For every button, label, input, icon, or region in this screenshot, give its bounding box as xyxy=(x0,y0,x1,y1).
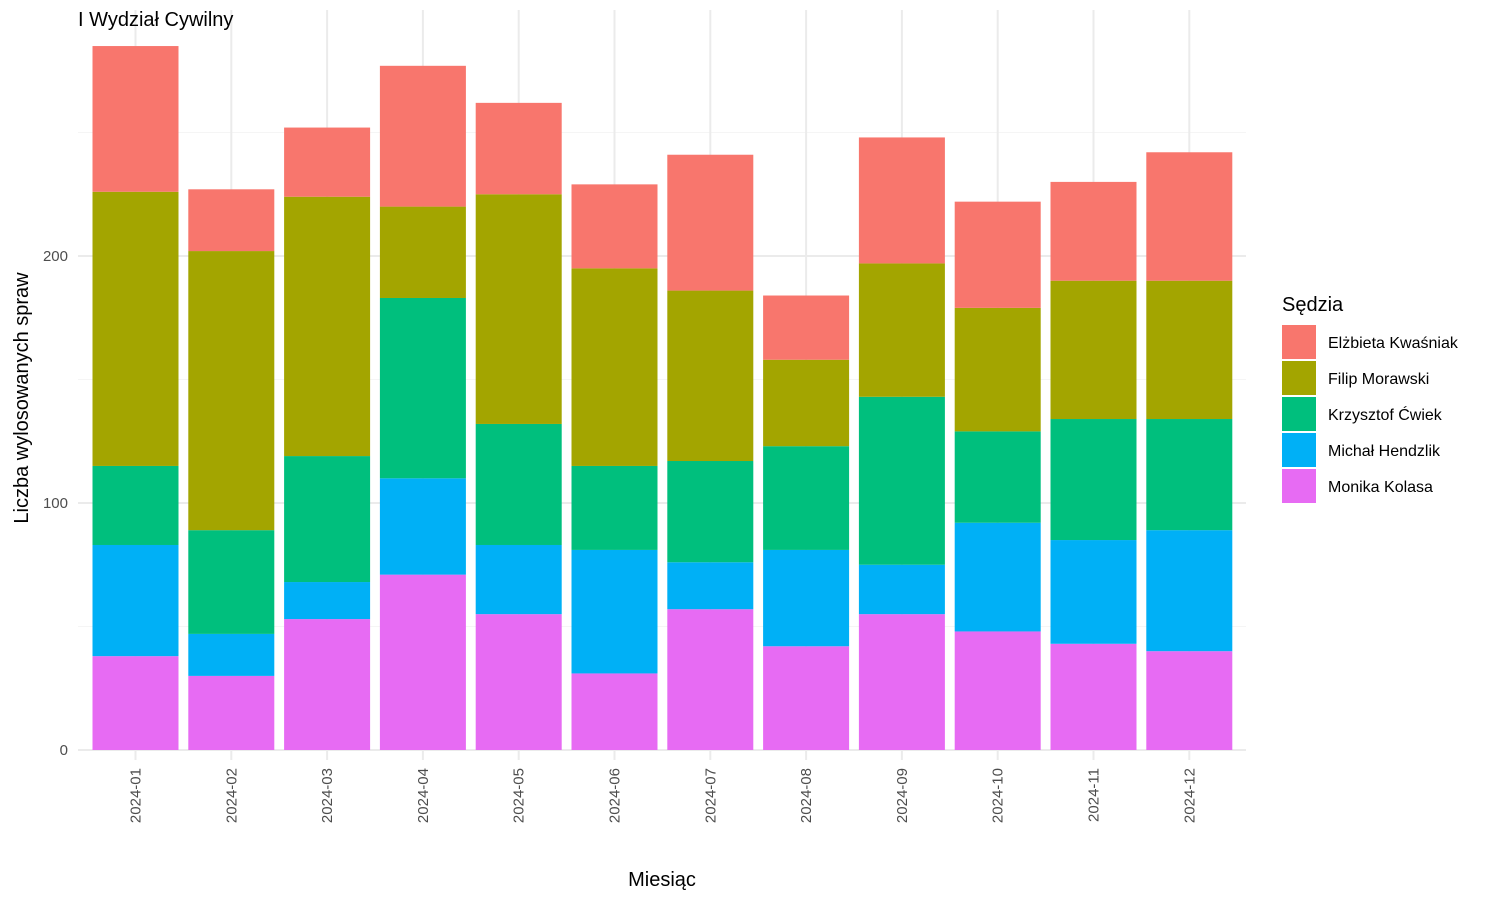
bar-segment xyxy=(667,154,754,291)
bar-segment xyxy=(1146,530,1233,652)
bar-segment xyxy=(1146,651,1233,750)
bar-segment xyxy=(284,127,371,197)
x-tick-label: 2024-11 xyxy=(1086,768,1103,822)
bar-segment xyxy=(188,633,275,676)
bar-segment xyxy=(763,359,850,447)
bar-segment xyxy=(284,456,371,583)
bar-segment xyxy=(379,574,466,750)
legend-title: Sędzia xyxy=(1282,294,1344,316)
x-axis-ticks: 2024-01 2024-02 2024-03 2024-04 2024-05 2024-… xyxy=(128,768,1199,823)
bar-segment xyxy=(571,673,658,750)
bar-segment xyxy=(475,423,562,545)
bar-segment xyxy=(188,530,275,634)
legend-label: Filip Morawski xyxy=(1328,371,1429,388)
bar-segment xyxy=(667,461,754,563)
bar-segment xyxy=(858,137,945,264)
bar-segment xyxy=(92,465,179,545)
bar-segment xyxy=(475,102,562,195)
chart-title: I Wydział Cywilny xyxy=(78,9,233,31)
bar-segment xyxy=(954,522,1041,632)
bar-segment xyxy=(1050,280,1137,420)
x-tick-label: 2024-03 xyxy=(319,768,336,823)
x-axis-title: Miesiąc xyxy=(628,869,696,891)
legend-swatch xyxy=(1282,397,1316,431)
bar-segment xyxy=(379,65,466,207)
legend-label: Krzysztof Ćwiek xyxy=(1328,405,1443,424)
bar-segment xyxy=(1146,280,1233,420)
bar-segment xyxy=(954,201,1041,308)
bar-segment xyxy=(284,196,371,457)
bar-segment xyxy=(1050,643,1137,750)
bar-segment xyxy=(858,614,945,750)
y-tick-label: 200 xyxy=(43,248,68,265)
bar-segment xyxy=(475,544,562,615)
bar-segment xyxy=(1146,419,1233,531)
bar-segment xyxy=(379,297,466,479)
bar-segment xyxy=(858,396,945,565)
y-tick-label: 0 xyxy=(60,742,68,759)
bar-segment xyxy=(667,609,754,750)
bar-segment xyxy=(1146,152,1233,281)
x-tick-label: 2024-12 xyxy=(1181,768,1198,823)
bar-segment xyxy=(1050,419,1137,541)
legend-swatch xyxy=(1282,469,1316,503)
bar-segment xyxy=(954,307,1041,432)
legend-swatch xyxy=(1282,325,1316,359)
bar-segment xyxy=(92,46,179,192)
y-tick-label: 100 xyxy=(43,495,68,512)
bar-segment xyxy=(667,290,754,462)
y-axis-ticks: 0 100 200 xyxy=(43,248,68,759)
x-tick-label: 2024-02 xyxy=(223,768,240,823)
bar-segment xyxy=(858,564,945,615)
x-tick-label: 2024-05 xyxy=(511,768,528,823)
bar-segment xyxy=(92,656,179,750)
bar-segment xyxy=(284,619,371,750)
legend: Sędzia Elżbieta Kwaśniak Filip Morawski Kr… xyxy=(1282,294,1459,503)
x-tick-label: 2024-08 xyxy=(798,768,815,823)
x-tick-label: 2024-07 xyxy=(702,768,719,823)
legend-swatch xyxy=(1282,433,1316,467)
bar-segment xyxy=(858,263,945,397)
bar-segment xyxy=(188,251,275,531)
bar-segment xyxy=(763,549,850,647)
bar-segment xyxy=(188,189,275,252)
bar-segment xyxy=(571,268,658,466)
legend-label: Elżbieta Kwaśniak xyxy=(1328,335,1459,352)
bar-segment xyxy=(92,191,179,466)
bar-segment xyxy=(571,549,658,674)
bar-segment xyxy=(1050,540,1137,644)
legend-label: Monika Kolasa xyxy=(1328,479,1433,496)
legend-swatch xyxy=(1282,361,1316,395)
bar-segment xyxy=(188,675,275,750)
bar-segment xyxy=(571,184,658,269)
x-tick-label: 2024-10 xyxy=(990,768,1007,823)
bar-segment xyxy=(763,446,850,550)
bar-segment xyxy=(954,431,1041,523)
bar-segment xyxy=(571,465,658,550)
x-tick-label: 2024-01 xyxy=(128,768,145,823)
bar-segment xyxy=(763,295,850,360)
bar-segment xyxy=(475,194,562,424)
y-axis-title: Liczba wylosowanych spraw xyxy=(11,272,33,524)
bar-segment xyxy=(763,646,850,750)
bars xyxy=(92,46,1233,750)
x-tick-label: 2024-04 xyxy=(415,768,432,823)
x-tick-label: 2024-06 xyxy=(607,768,624,823)
bar-segment xyxy=(1050,181,1137,281)
bar-segment xyxy=(475,614,562,750)
x-tick-label: 2024-09 xyxy=(894,768,911,823)
bar-segment xyxy=(284,582,371,620)
legend-label: Michał Hendzlik xyxy=(1328,443,1441,460)
bar-segment xyxy=(667,562,754,610)
bar-segment xyxy=(954,631,1041,750)
bar-segment xyxy=(92,544,179,657)
bar-segment xyxy=(379,478,466,575)
bar-segment xyxy=(379,206,466,298)
